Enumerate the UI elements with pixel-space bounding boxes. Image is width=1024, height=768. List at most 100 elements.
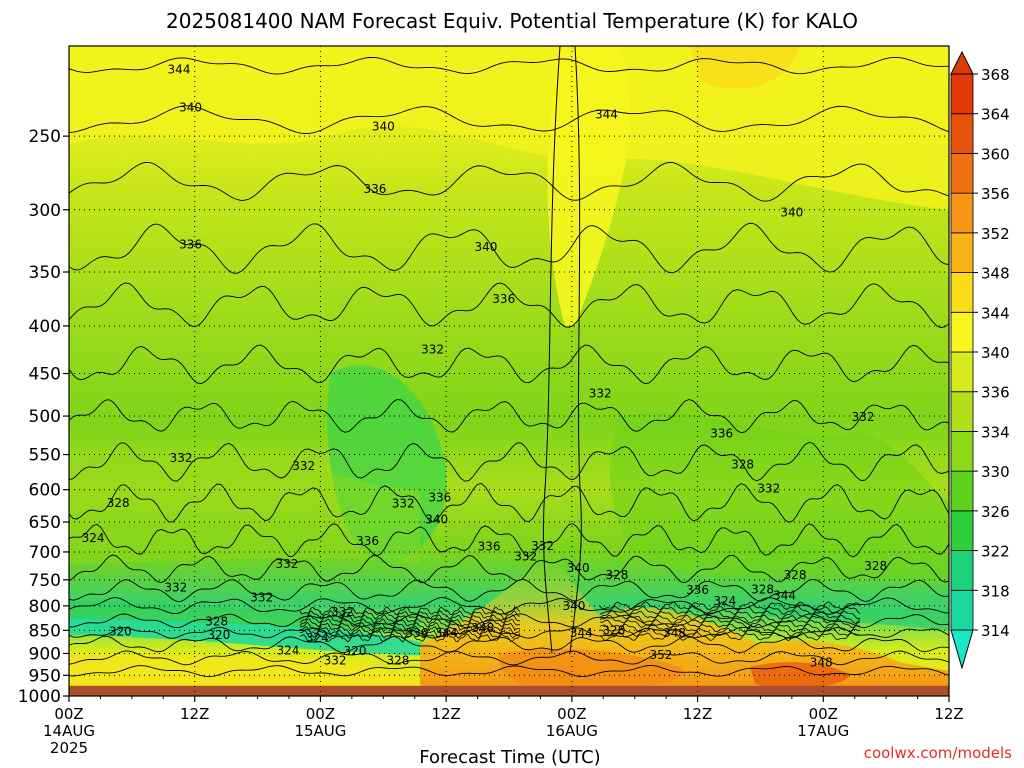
y-tick-label: 350 <box>29 263 61 283</box>
contour-label: 324 <box>276 643 299 657</box>
contour-line <box>599 614 861 624</box>
contour-line <box>299 629 521 639</box>
contour-label: 336 <box>356 534 379 548</box>
contour-line <box>69 665 949 678</box>
contour-line <box>69 578 949 602</box>
y-tick-label: 1000 <box>18 687 61 707</box>
x-axis-label: Forecast Time (UTC) <box>419 747 600 768</box>
contour-line <box>69 56 949 75</box>
contour-line <box>599 605 861 616</box>
low-cool-edge <box>69 600 420 636</box>
contour-label: 320 <box>344 644 367 658</box>
central-warm-tongue <box>547 46 631 326</box>
colorbar-tick-label: 326 <box>981 503 1010 521</box>
contour-line <box>69 105 949 134</box>
colorbar-segment <box>950 391 974 432</box>
x-tick-label: 00Z <box>557 705 586 723</box>
contour-label-layer: 344 340 340 344 336 340 336 340 336 332 332 336 332 3… <box>82 63 887 670</box>
y-tick-label: 500 <box>29 407 61 427</box>
y-tick-label: 900 <box>29 644 61 664</box>
contour-line <box>599 601 861 611</box>
y-tick-label: 400 <box>29 317 61 337</box>
contour-label: 332 <box>164 580 187 594</box>
low-warm-core-1 <box>499 648 685 692</box>
colorbar-segment <box>950 431 974 472</box>
contour-label: 328 <box>605 568 628 582</box>
contour-line <box>69 650 949 666</box>
contour-label: 340 <box>372 119 395 133</box>
contour-line <box>299 618 521 628</box>
x-tick-label: 12Z <box>180 705 209 723</box>
below-ground-mask <box>69 685 949 696</box>
contour-label: 332 <box>292 459 315 473</box>
contour-label: 324 <box>306 631 329 645</box>
plot-area: 344 340 340 344 336 340 336 340 336 332 332 336 332 3… <box>68 45 950 697</box>
y-tick-label: 850 <box>29 621 61 641</box>
colorbar-tick-label: 318 <box>981 582 1010 600</box>
x-tick-date-label: 17AUG <box>797 722 849 740</box>
colorbar-tick-label: 348 <box>981 265 1010 283</box>
contour-line <box>69 523 949 558</box>
colorbar-segment <box>950 550 974 591</box>
contour-line <box>69 441 949 482</box>
colorbar-tick-label: 344 <box>981 304 1010 322</box>
x-tick-label: 00Z <box>54 705 83 723</box>
colorbar-tick-label: 368 <box>981 66 1010 84</box>
contour-label: 336 <box>428 491 451 505</box>
y-tick-label: 800 <box>29 597 61 617</box>
colorbar-segment <box>950 113 974 154</box>
contour-line <box>299 606 521 616</box>
colorbar-segment <box>950 311 974 353</box>
colorbar-segment <box>950 351 974 393</box>
contour-line <box>299 610 521 620</box>
x-tick-date-label: 16AUG <box>546 722 598 740</box>
colorbar-segment <box>950 192 974 234</box>
contour-label: 344 <box>773 589 796 603</box>
x-tick-label: 00Z <box>809 705 838 723</box>
contour-label: 328 <box>386 654 409 668</box>
grid-lines <box>69 46 949 697</box>
contour-line <box>599 610 861 620</box>
contour-label: 328 <box>864 559 887 573</box>
contour-label: 348 <box>810 655 833 669</box>
contour-label: 340 <box>474 240 497 254</box>
contour-label: 336 <box>686 583 709 597</box>
contour-label: 340 <box>179 101 202 115</box>
contour-line <box>69 597 949 615</box>
contour-label: 340 <box>780 205 803 219</box>
contour-line <box>69 554 949 584</box>
contour-label: 352 <box>649 648 672 662</box>
colorbar-tick-label: 340 <box>981 344 1010 362</box>
contour-label: 328 <box>751 582 774 596</box>
colorbar-segment <box>950 470 974 512</box>
contour-label: 344 <box>595 108 618 122</box>
colorbar-segment <box>950 272 974 313</box>
y-tick-label: 300 <box>29 201 61 221</box>
contour-label: 332 <box>757 481 780 495</box>
y-tick-label: 950 <box>29 666 61 686</box>
y-tick-label: 250 <box>29 127 61 147</box>
contour-line <box>599 623 861 633</box>
x-tick-label: 00Z <box>306 705 335 723</box>
contour-line <box>599 619 861 629</box>
contour-label: 320 <box>109 624 132 638</box>
contour-label: 336 <box>492 292 515 306</box>
colorbar-tick-label: 352 <box>981 225 1010 243</box>
colorbar-tick-label: 336 <box>981 384 1010 402</box>
contour-label: 320 <box>207 628 230 642</box>
colorbar-segment <box>950 153 974 194</box>
contour-line <box>69 161 949 202</box>
y-axis: 250 300 350 400 450 500 550 600 650 700 750 800 850 9… <box>18 127 69 707</box>
contour-line <box>69 626 949 639</box>
x-tick-label: 12Z <box>683 705 712 723</box>
colorbar-tick-label: 364 <box>981 106 1010 124</box>
contour-label: 336 <box>710 426 733 440</box>
contour-label: 332 <box>250 591 273 605</box>
contour-label: 332 <box>589 387 612 401</box>
credit-text: coolwx.com/models <box>864 744 1012 762</box>
contour-label: 340 <box>425 513 448 527</box>
contour-line <box>599 627 861 637</box>
colorbar: 314 318 322 326 330 334 336 340 344 348 352 356 360 3… <box>950 50 1010 670</box>
contour-line <box>599 631 861 642</box>
